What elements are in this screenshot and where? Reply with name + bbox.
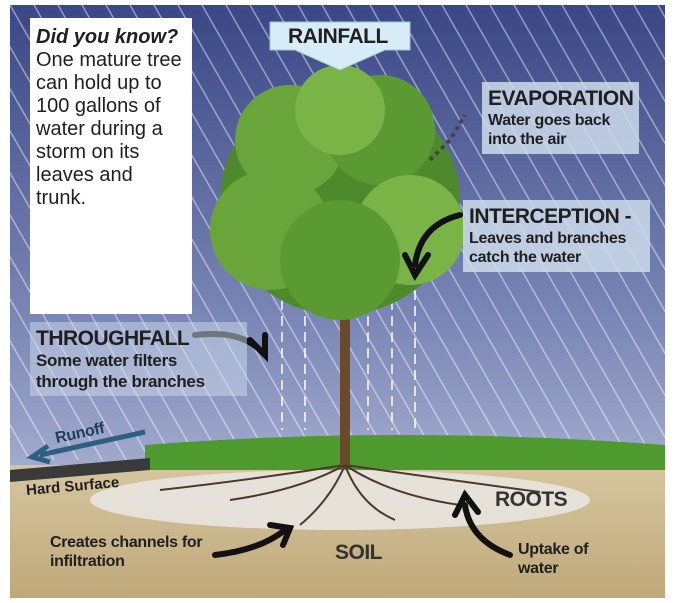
throughfall-box: THROUGHFALL Some water filters through t… [30, 322, 247, 396]
interception-box: INTERCEPTION - Leaves and branches catch… [463, 200, 650, 272]
interception-text: Leaves and branches catch the water [469, 229, 644, 267]
interception-title: INTERCEPTION - [469, 204, 644, 229]
trunk [340, 300, 350, 465]
fact-text: One mature tree can hold up to 100 gallo… [36, 49, 186, 210]
fact-box: Did you know? One mature tree can hold u… [30, 18, 192, 314]
roots-label: ROOTS [495, 487, 567, 512]
uptake-label: Uptake of water [518, 540, 618, 578]
throughfall-text: Some water filters through the branches [36, 351, 241, 392]
grass [145, 435, 665, 470]
soil-label: SOIL [335, 540, 382, 565]
evaporation-box: EVAPORATION Water goes back into the air [482, 82, 639, 154]
infographic: Did you know? One mature tree can hold u… [0, 0, 675, 603]
fact-heading: Did you know? [36, 26, 186, 49]
evaporation-title: EVAPORATION [488, 86, 633, 111]
evaporation-text: Water goes back into the air [488, 111, 633, 149]
throughfall-title: THROUGHFALL [36, 326, 241, 351]
channels-label: Creates channels for infiltration [50, 533, 215, 571]
rainfall-label: RAINFALL [288, 24, 388, 49]
